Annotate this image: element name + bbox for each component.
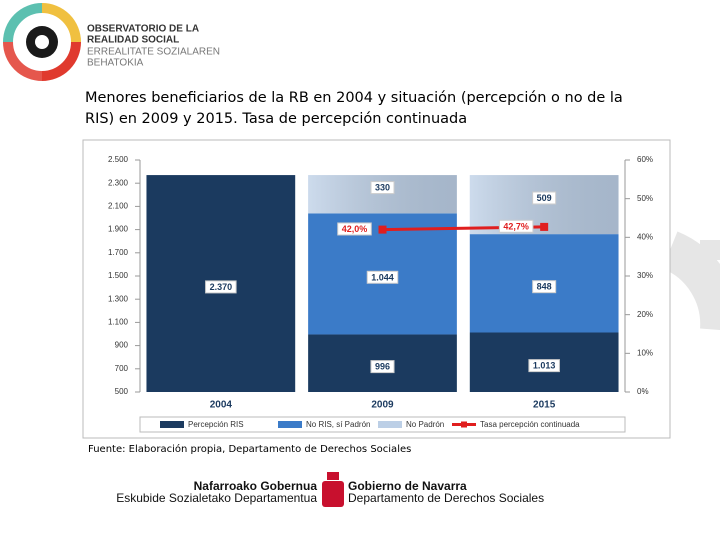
data-label-box (370, 181, 395, 195)
data-label-box (498, 219, 534, 233)
data-label: 509 (537, 193, 552, 203)
legend-label: No RIS, sí Padrón (306, 420, 370, 429)
data-label: 848 (537, 282, 552, 292)
data-label: 1.013 (533, 361, 556, 371)
y2-tick-label: 0% (637, 387, 649, 396)
y2-tick-label: 10% (637, 348, 653, 357)
data-label-box (366, 270, 399, 284)
line-marker (378, 225, 387, 234)
y-tick-label: 2.500 (108, 155, 129, 164)
y2-tick-label: 20% (637, 310, 653, 319)
y-tick-label: 1.900 (108, 225, 129, 234)
legend-label: No Padrón (406, 420, 444, 429)
y2-tick-label: 40% (637, 232, 653, 241)
legend-swatch (278, 421, 302, 428)
data-label: 2.370 (205, 280, 237, 294)
data-label: 42,7% (503, 221, 529, 231)
y-tick-label: 2.300 (108, 178, 129, 187)
data-label: 509 (532, 191, 557, 205)
logo-text: REALIDAD SOCIAL (87, 35, 179, 46)
data-label: 996 (375, 362, 390, 372)
data-label: 1.044 (371, 272, 394, 282)
data-label: 42,7% (498, 219, 534, 233)
data-label: 2.370 (210, 282, 233, 292)
data-label-box (205, 280, 237, 294)
data-label: 996 (370, 360, 395, 374)
data-label: 848 (532, 280, 557, 294)
footer-text: Gobierno de Navarra (348, 479, 467, 493)
y-tick-label: 900 (115, 341, 129, 350)
logo-text: ERREALITATE SOZIALAREN (87, 47, 220, 58)
data-label-box (532, 280, 557, 294)
legend-label: Tasa percepción continuada (480, 420, 580, 429)
y2-tick-label: 30% (637, 271, 653, 280)
source: Fuente: Elaboración propia, Departamento… (88, 444, 412, 455)
data-label-box (370, 360, 395, 374)
bar-shade (308, 175, 457, 214)
data-label: 330 (370, 181, 395, 195)
legend-swatch (461, 421, 467, 428)
data-label: 42,0% (342, 224, 368, 234)
footer-emblem (322, 472, 344, 507)
legend-swatch (160, 421, 184, 428)
legend-swatch (378, 421, 402, 428)
y-tick-label: 500 (115, 387, 129, 396)
y-tick-label: 1.300 (108, 294, 129, 303)
data-label: 1.013 (528, 359, 560, 373)
legend-label: Percepción RIS (188, 420, 244, 429)
data-label: 1.044 (366, 270, 399, 284)
x-tick-label: 2004 (210, 400, 233, 411)
y-tick-label: 2.100 (108, 202, 129, 211)
line-marker (540, 222, 549, 231)
logo-text: OBSERVATORIO DE LA (87, 24, 199, 35)
logo-text: BEHATOKIA (87, 58, 144, 69)
y2-tick-label: 60% (637, 155, 653, 164)
data-label-box (532, 191, 557, 205)
x-tick-label: 2015 (533, 400, 556, 411)
footer-text: Departamento de Derechos Sociales (348, 491, 544, 505)
data-label-box (528, 359, 560, 373)
logo-icon (3, 3, 81, 81)
y-tick-label: 1.500 (108, 271, 129, 280)
footer-text: Eskubide Sozialetako Departamentua (116, 491, 317, 505)
y2-tick-label: 50% (637, 194, 653, 203)
data-label-box (337, 222, 372, 236)
slide-title: Menores beneficiarios de la RB en 2004 y… (85, 90, 623, 127)
data-label: 42,0% (337, 222, 372, 236)
y-tick-label: 700 (115, 364, 129, 373)
footer-text: Nafarroako Gobernua (194, 479, 318, 493)
y-tick-label: 1.700 (108, 248, 129, 257)
y-tick-label: 1.100 (108, 318, 129, 327)
x-tick-label: 2009 (371, 400, 394, 411)
data-label: 330 (375, 183, 390, 193)
